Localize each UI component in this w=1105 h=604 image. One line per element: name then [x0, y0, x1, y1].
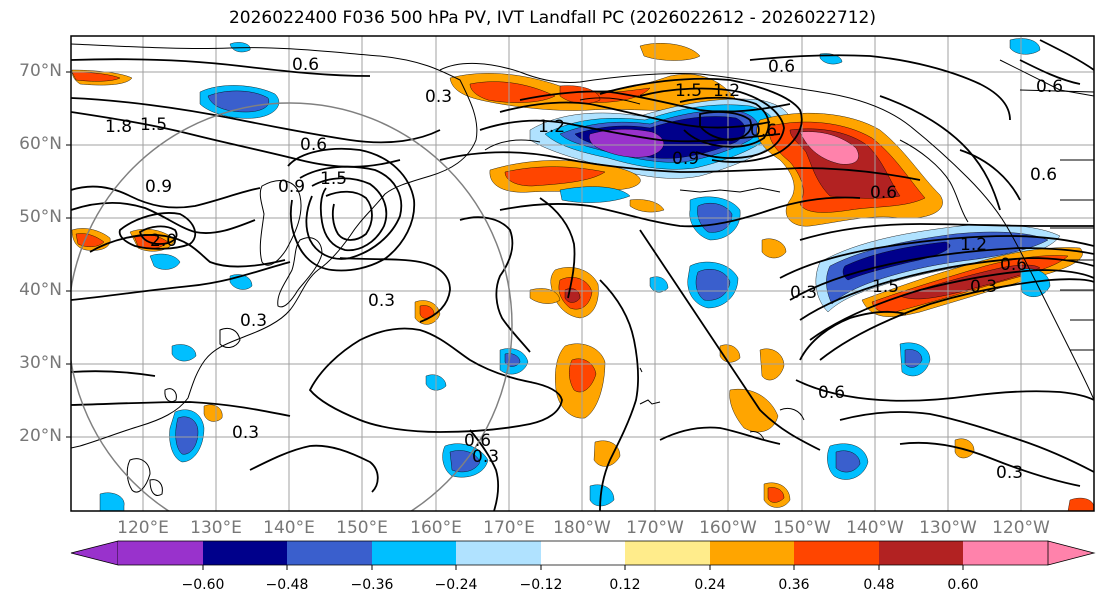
lat-label-50: 50°N: [19, 207, 62, 227]
map-frame: [70, 35, 1095, 512]
contour-label: 1.2: [960, 235, 987, 255]
colorbar-tick-label: −0.24: [434, 577, 478, 593]
colorbar-tick-label: 0.60: [947, 577, 979, 593]
colorbar-extend-low: [70, 540, 119, 566]
contour-label: 0.6: [750, 121, 777, 141]
map-title: 2026022400 F036 500 hPa PV, IVT Landfall…: [228, 8, 876, 28]
contour-label: 1.5: [320, 169, 347, 189]
contour-label: 0.9: [672, 149, 699, 169]
contour-label: 0.6: [1030, 165, 1057, 185]
lon-label-120e: 120°E: [117, 518, 169, 538]
lon-label-140e: 140°E: [263, 518, 315, 538]
lon-label-130w: 130°W: [919, 518, 977, 538]
contour-label: 0.3: [232, 423, 259, 443]
contour-label-group: 0.6 0.3 0.6 1.5 1.8 1.5 0.6 0.9 1.5 0.9 …: [105, 55, 1063, 483]
lon-label-160w: 160°W: [699, 518, 757, 538]
contour-label: 0.6: [292, 55, 319, 75]
lon-label-130e: 130°E: [190, 518, 242, 538]
colorbar-tick-label: −0.60: [181, 577, 225, 593]
contour-label: 1.8: [105, 117, 132, 137]
contour-label: 1.2: [538, 117, 565, 137]
lat-label-30: 30°N: [19, 353, 62, 373]
lon-label-170w: 170°W: [626, 518, 684, 538]
lat-label-70: 70°N: [19, 61, 62, 81]
contour-label: 0.6: [464, 431, 491, 451]
contour-label: 0.6: [300, 135, 327, 155]
contour-label: 1.2: [713, 81, 740, 101]
lat-label-40: 40°N: [19, 280, 62, 300]
pv-contours: [71, 39, 1094, 511]
lon-label-170e: 170°E: [483, 518, 535, 538]
colorbar-tick-label: 0.36: [778, 577, 810, 593]
contour-label: 0.3: [368, 291, 395, 311]
contour-label: 0.3: [425, 87, 452, 107]
contour-label: 0.3: [472, 447, 499, 467]
contour-label: 0.3: [790, 283, 817, 303]
contour-label: 1.5: [140, 115, 167, 135]
lon-label-150e: 150°E: [336, 518, 388, 538]
contour-label: 0.6: [1000, 255, 1027, 275]
lon-label-150w: 150°W: [773, 518, 831, 538]
contour-label: 0.6: [768, 57, 795, 77]
contour-label: 2.0: [150, 231, 177, 251]
contour-label: 0.3: [240, 311, 267, 331]
lon-label-160e: 160°E: [410, 518, 462, 538]
contour-label: 0.9: [278, 177, 305, 197]
colorbar-tick-label: −0.48: [265, 577, 309, 593]
colorbar-tick-label: 0.24: [694, 577, 726, 593]
colorbar-tick-label: −0.36: [350, 577, 394, 593]
colorbar-tick-label: −0.12: [519, 577, 563, 593]
landfall-radius-circle: [71, 102, 513, 511]
colorbar-extend-high: [1047, 540, 1096, 566]
lat-label-20: 20°N: [19, 426, 62, 446]
contour-label: 0.6: [818, 383, 845, 403]
colorbar: [70, 540, 1096, 570]
lon-label-120w: 120°W: [992, 518, 1050, 538]
contour-label: 1.5: [872, 277, 899, 297]
colorbar-tick-label: 0.48: [863, 577, 895, 593]
lon-label-140w: 140°W: [846, 518, 904, 538]
contour-label: 0.6: [1036, 77, 1063, 97]
contour-label: 0.6: [870, 183, 897, 203]
contour-label: 1.5: [675, 81, 702, 101]
contour-label: 0.3: [996, 463, 1023, 483]
axis-ticks: [66, 71, 71, 438]
contour-label: 0.3: [970, 277, 997, 297]
lon-label-180w: 180°W: [553, 518, 611, 538]
contour-label: 0.9: [145, 177, 172, 197]
colorbar-tick-label: 0.12: [609, 577, 641, 593]
lat-label-60: 60°N: [19, 134, 62, 154]
